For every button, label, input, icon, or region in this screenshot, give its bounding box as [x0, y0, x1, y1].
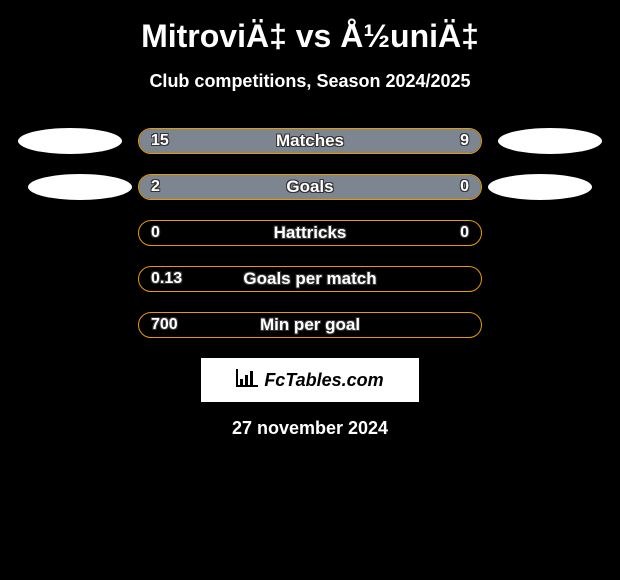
page-subtitle: Club competitions, Season 2024/2025: [10, 71, 610, 92]
player-right-marker: [488, 174, 592, 200]
stat-row: 0.13 Goals per match: [10, 266, 610, 292]
stat-bar: 0 Hattricks 0: [138, 220, 482, 246]
stat-left-value: 2: [151, 178, 160, 196]
stat-row: 700 Min per goal: [10, 312, 610, 338]
stat-label: Matches: [276, 131, 344, 151]
stat-left-value: 0: [151, 224, 160, 242]
page-title: MitroviÄ‡ vs Å½uniÄ‡: [10, 18, 610, 55]
source-logo: FcTables.com: [201, 358, 419, 402]
stat-bar: 15 Matches 9: [138, 128, 482, 154]
stat-label: Goals per match: [243, 269, 376, 289]
stat-right-value: 9: [460, 132, 469, 150]
stat-bar: 700 Min per goal: [138, 312, 482, 338]
stat-right-value: 0: [460, 224, 469, 242]
stat-row: 0 Hattricks 0: [10, 220, 610, 246]
player-right-marker: [498, 128, 602, 154]
stat-label: Min per goal: [260, 315, 360, 335]
date-label: 27 november 2024: [10, 418, 610, 439]
bar-left-fill: [139, 175, 399, 199]
player-left-marker: [18, 128, 122, 154]
comparison-container: MitroviÄ‡ vs Å½uniÄ‡ Club competitions, …: [0, 0, 620, 449]
stat-left-value: 0.13: [151, 270, 182, 288]
stat-left-value: 700: [151, 316, 178, 334]
logo-text: FcTables.com: [264, 370, 383, 391]
stat-label: Hattricks: [274, 223, 347, 243]
stat-rows: 15 Matches 9 2 Goals 0 0 Hattricks 0 0.13 Goals pe…: [10, 128, 610, 338]
stat-label: Goals: [286, 177, 333, 197]
stat-row: 2 Goals 0: [10, 174, 610, 200]
stat-left-value: 15: [151, 132, 169, 150]
stat-row: 15 Matches 9: [10, 128, 610, 154]
stat-right-value: 0: [460, 178, 469, 196]
stat-bar: 0.13 Goals per match: [138, 266, 482, 292]
player-left-marker: [28, 174, 132, 200]
stat-bar: 2 Goals 0: [138, 174, 482, 200]
bar-chart-icon: [236, 369, 258, 392]
